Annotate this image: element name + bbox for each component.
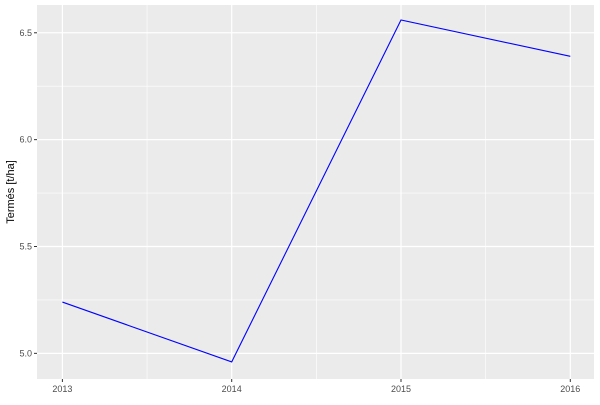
y-tick-label: 5.0 <box>19 348 32 358</box>
y-tick-label: 5.5 <box>19 241 32 251</box>
x-tick-label: 2014 <box>222 384 242 394</box>
y-tick-label: 6.0 <box>19 135 32 145</box>
x-tick-label: 2016 <box>560 384 580 394</box>
x-tick-label: 2015 <box>391 384 411 394</box>
x-tick-label: 2013 <box>52 384 72 394</box>
y-tick-label: 6.5 <box>19 28 32 38</box>
y-axis-label: Termés [t/ha] <box>5 160 17 224</box>
